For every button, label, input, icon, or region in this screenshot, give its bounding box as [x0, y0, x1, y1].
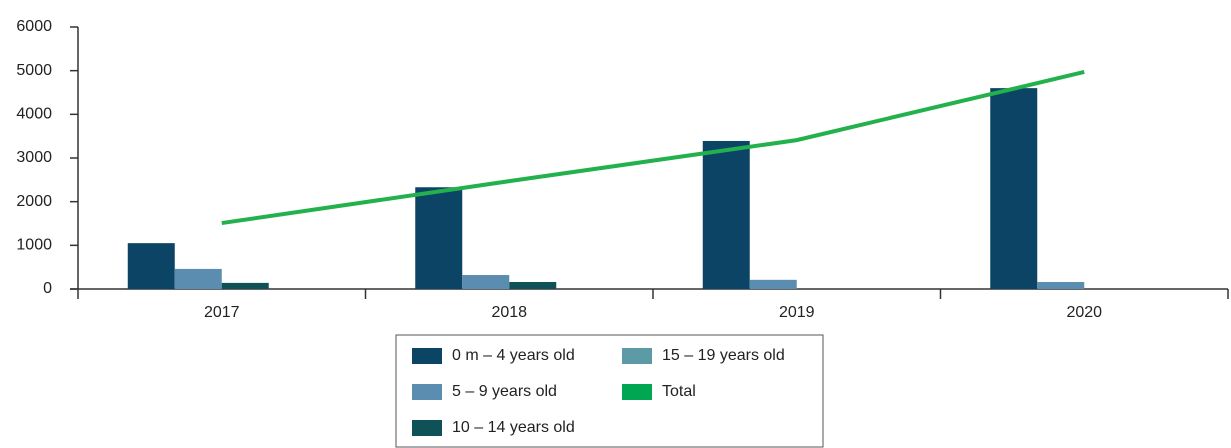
x-tick-label: 2020	[1066, 304, 1102, 321]
bar	[1037, 282, 1085, 289]
legend-box	[395, 334, 824, 448]
y-tick-label: 1000	[16, 237, 52, 254]
bar	[990, 88, 1038, 289]
legend-swatch	[412, 384, 442, 400]
legend-swatch	[412, 348, 442, 364]
bar	[462, 275, 510, 289]
bar	[749, 279, 797, 289]
x-tick-label: 2017	[204, 304, 240, 321]
line	[221, 70, 1085, 226]
legend-label: 15 – 19 years old	[662, 347, 785, 364]
y-tick-label: 0	[43, 280, 52, 297]
bar	[702, 140, 750, 289]
bar	[127, 243, 175, 289]
legend-label: 10 – 14 years old	[452, 419, 575, 436]
bar	[174, 268, 222, 289]
y-tick-label: 5000	[16, 62, 52, 79]
y-tick-label: 3000	[16, 149, 52, 166]
legend-swatch	[622, 384, 652, 400]
bar	[221, 282, 269, 289]
y-tick-label: 6000	[16, 18, 52, 35]
y-tick-label: 4000	[16, 106, 52, 123]
legend-label: Total	[662, 383, 696, 400]
y-tick-label: 2000	[16, 193, 52, 210]
bar	[509, 282, 557, 289]
legend-label: 0 m – 4 years old	[452, 347, 575, 364]
legend-label: 5 – 9 years old	[452, 383, 557, 400]
bar	[415, 187, 463, 289]
legend-swatch	[412, 420, 442, 436]
x-tick-label: 2019	[779, 304, 815, 321]
x-tick-label: 2018	[491, 304, 527, 321]
legend-swatch	[622, 348, 652, 364]
